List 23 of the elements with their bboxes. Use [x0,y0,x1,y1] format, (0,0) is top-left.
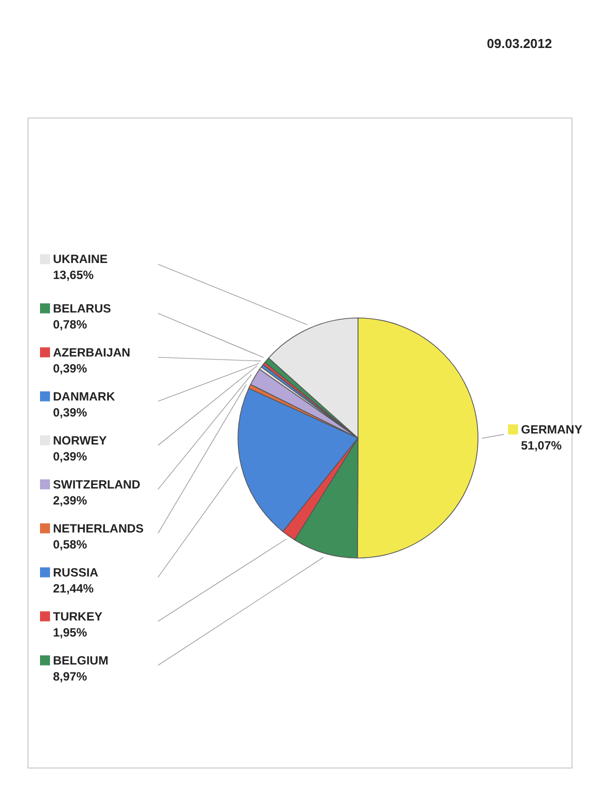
legend-label: SWITZERLAND [53,477,141,492]
legend-label: TURKEY [53,609,102,624]
data-label: 0,39% [53,405,88,420]
data-label: 0,58% [53,537,88,552]
legend-label: AZERBAIJAN [53,345,130,360]
legend-label: NETHERLANDS [53,521,144,536]
data-label: 21,44% [53,581,94,596]
legend-label: RUSSIA [53,565,99,580]
legend-label: BELGIUM [53,653,108,668]
text: 09.03.2012 [486,36,552,51]
legend-label: NORWEY [53,433,107,448]
legend-label: BELARUS [53,301,112,316]
data-label: 8,97% [53,669,88,684]
data-label: 0,39% [53,361,88,376]
legend-label: GERMANY [521,422,582,436]
data-label: 2,39% [53,493,88,508]
data-label: 0,39% [53,449,88,464]
data-label: 1,95% [53,625,88,640]
data-label: 0,78% [53,317,88,332]
data-label: 51,07% [521,438,562,452]
data-label: 13,65% [53,268,94,282]
legend-label: DANMARK [53,389,116,404]
legend-label: UKRAINE [53,252,108,266]
